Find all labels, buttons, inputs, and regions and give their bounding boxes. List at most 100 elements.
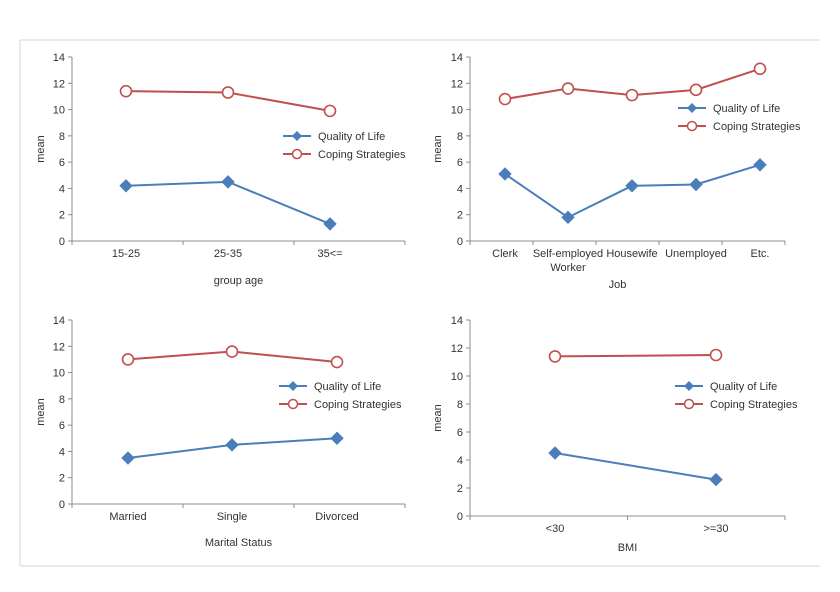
data-point-diamond <box>498 167 512 181</box>
series-line-2 <box>554 354 717 358</box>
legend-marker-circle <box>686 120 698 132</box>
data-point-diamond <box>323 217 337 231</box>
legend: Quality of Life Coping Strategies <box>678 103 801 133</box>
y-tick-label: 10 <box>53 105 65 117</box>
legend-entry: Coping Strategies <box>713 121 801 133</box>
chart-2: 0 2 4 6 8 10 12 14 Clerk Self-employed WorkerHouse… <box>432 52 801 291</box>
legend-entry: Coping Strategies <box>314 399 402 411</box>
y-tick-label: 8 <box>457 399 463 411</box>
y-tick-label: 6 <box>457 427 463 439</box>
legend: Quality of Life Coping Strategies <box>283 131 406 161</box>
y-tick-label: 6 <box>59 157 65 169</box>
legend: Quality of Life Coping Strategies <box>279 381 402 411</box>
y-tick-label: 4 <box>457 183 463 195</box>
y-tick-label: 6 <box>457 157 463 169</box>
y-tick-label: 2 <box>59 210 65 222</box>
data-point-diamond <box>548 446 562 460</box>
legend-marker-diamond <box>687 103 697 113</box>
y-tick-label: 12 <box>451 78 463 90</box>
legend-entry: Quality of Life <box>710 381 777 393</box>
data-point-circle <box>119 84 133 98</box>
y-tick-label: 4 <box>457 455 463 467</box>
y-tick-label: 12 <box>451 343 463 355</box>
data-point-circle <box>330 355 344 369</box>
data-point-circle <box>221 86 235 99</box>
x-tick-label: 25-35 <box>214 248 242 260</box>
y-tick-label: 10 <box>451 371 463 383</box>
y-tick-label: 4 <box>59 183 65 195</box>
y-tick-label: 14 <box>53 52 65 64</box>
y-tick-label: 8 <box>59 394 65 406</box>
data-point-circle <box>498 92 512 106</box>
y-tick-label: 2 <box>59 473 65 485</box>
x-tick-label: Clerk <box>492 248 518 260</box>
y-tick-label: 2 <box>457 483 463 495</box>
data-point-circle <box>121 353 135 366</box>
chart-1: 0 2 4 6 8 10 12 14 15-25 25-35 35<= group age mean Qu… <box>35 52 406 287</box>
legend-marker-circle <box>683 398 695 410</box>
data-point-diamond <box>330 431 344 445</box>
y-tick-label: 14 <box>451 315 463 327</box>
y-tick-label: 0 <box>59 499 65 511</box>
y-axis-label: mean <box>35 398 47 426</box>
data-point-circle <box>753 62 767 76</box>
data-point-diamond <box>625 179 639 193</box>
data-point-diamond <box>689 177 703 192</box>
x-axis-label: Marital Status <box>205 537 273 549</box>
y-axis-label: mean <box>432 404 444 432</box>
chart-4: 0 2 4 6 8 10 12 14 <30 >=30 BMI mean Quality of Life… <box>432 315 798 554</box>
data-point-circle <box>689 83 703 97</box>
y-tick-label: 10 <box>451 105 463 117</box>
x-tick-label: 15-25 <box>112 248 140 260</box>
data-point-circle <box>625 88 639 102</box>
legend-entry: Quality of Life <box>314 381 381 393</box>
legend: Quality of Life Coping Strategies <box>675 381 798 411</box>
x-tick-label: Divorced <box>315 511 358 523</box>
y-tick-label: 0 <box>59 236 65 248</box>
legend-marker-diamond <box>288 381 298 391</box>
y-tick-label: 14 <box>451 52 463 64</box>
x-tick-label: Single <box>217 511 248 523</box>
data-point-circle <box>709 348 723 362</box>
x-axis-label: BMI <box>618 542 638 554</box>
y-tick-label: 0 <box>457 511 463 523</box>
data-point-diamond <box>121 451 135 465</box>
x-axis-label: group age <box>214 275 264 287</box>
legend-entry: Quality of Life <box>318 131 385 143</box>
data-point-diamond <box>753 158 767 172</box>
data-point-diamond <box>225 438 239 452</box>
y-tick-label: 10 <box>53 368 65 380</box>
data-point-diamond <box>561 210 575 225</box>
data-point-diamond <box>119 179 133 193</box>
y-tick-label: 14 <box>53 315 65 327</box>
x-tick-label: Etc. <box>751 248 770 260</box>
data-point-circle <box>548 350 562 363</box>
x-tick-label: Self-employed Worker <box>533 248 603 274</box>
x-tick-label: Unemployed <box>665 248 727 260</box>
y-tick-label: 4 <box>59 446 65 458</box>
y-axis-label: mean <box>35 135 47 163</box>
data-point-diamond <box>221 175 235 189</box>
series-line-1 <box>554 452 717 481</box>
legend-marker-diamond <box>292 131 302 141</box>
x-axis-label: Job <box>609 279 627 291</box>
y-tick-label: 8 <box>457 131 463 143</box>
y-tick-label: 0 <box>457 236 463 248</box>
legend-entry: Coping Strategies <box>318 149 406 161</box>
legend-entry: Coping Strategies <box>710 399 798 411</box>
y-tick-label: 2 <box>457 210 463 222</box>
chart-3: 0 2 4 6 8 10 12 14 Married Single Divorced Marital … <box>35 315 406 549</box>
y-tick-label: 12 <box>53 341 65 353</box>
x-tick-label: 35<= <box>317 248 342 260</box>
y-axis-label: mean <box>432 135 444 163</box>
legend-marker-circle <box>287 398 299 410</box>
data-point-diamond <box>709 472 723 487</box>
data-point-circle <box>561 82 575 95</box>
legend-marker-circle <box>291 148 303 160</box>
y-tick-label: 8 <box>59 131 65 143</box>
data-point-circle <box>323 104 337 118</box>
y-tick-label: 6 <box>59 420 65 432</box>
legend-entry: Quality of Life <box>713 103 780 115</box>
